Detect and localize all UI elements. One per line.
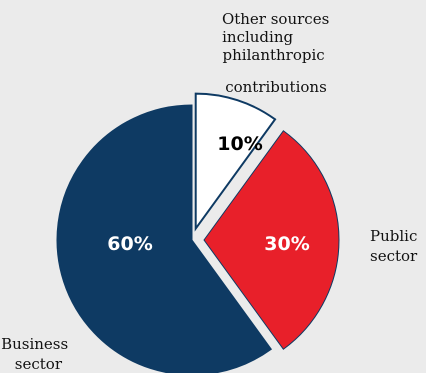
pie-slice-public-sector <box>203 130 340 350</box>
pie-slice-other-sources <box>194 92 277 232</box>
category-label-business-sector: Business sector <box>1 335 73 373</box>
pie-slice-business-sector <box>56 104 273 373</box>
category-label-public-sector: Public sector <box>370 227 422 265</box>
value-label-business-sector: 60% <box>107 233 152 255</box>
value-label-public-sector: 30% <box>264 233 309 255</box>
category-label-other-sources: Other sources including philanthropic co… <box>222 10 334 96</box>
value-label-other-sources: 10% <box>217 133 262 155</box>
